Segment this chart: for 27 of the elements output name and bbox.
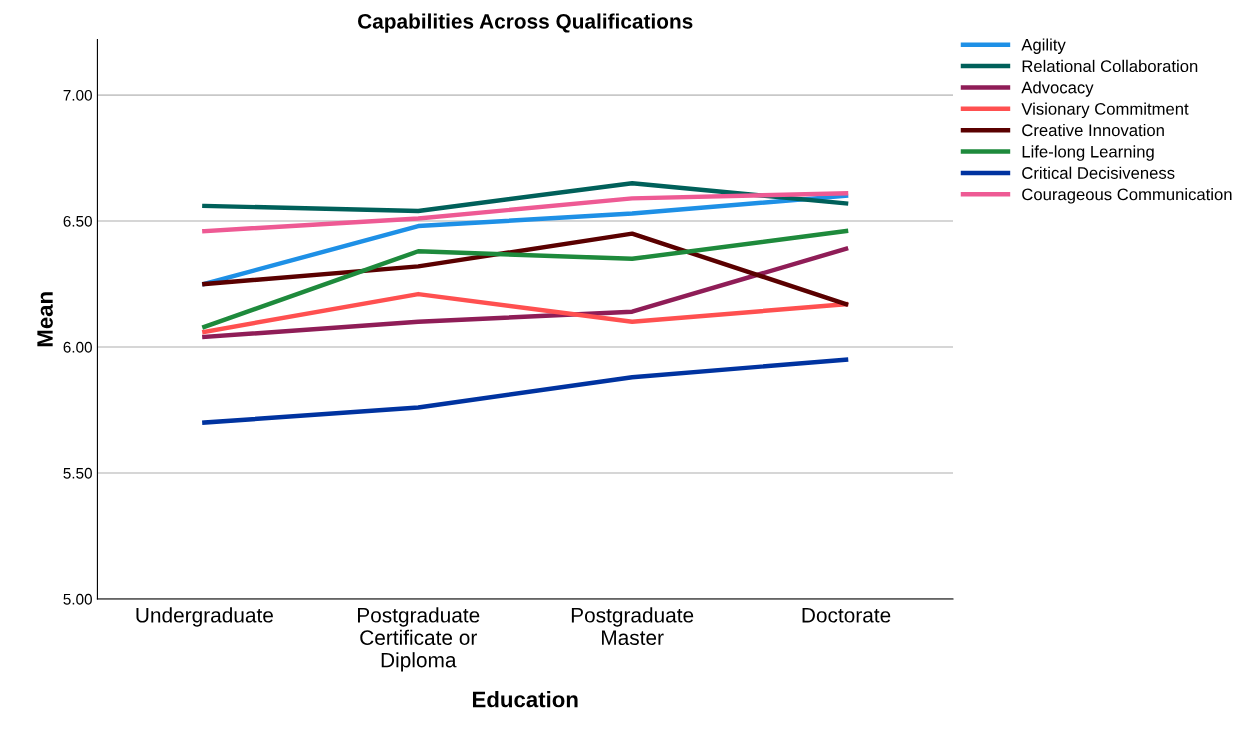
- y-tick-label: 6.50: [63, 215, 92, 227]
- legend-label: Agility: [1021, 38, 1066, 54]
- x-tick-label: Postgraduate Master: [571, 607, 694, 646]
- line-series: [202, 231, 849, 307]
- legend-label: Visionary Commitment: [1021, 102, 1189, 119]
- chart-title: Capabilities Across Qualifications: [358, 13, 693, 33]
- line-series: [202, 193, 849, 287]
- legend-label: Creative Innovation: [1022, 123, 1164, 137]
- x-tick-label: Doctorate: [802, 608, 891, 623]
- legend-label: Courageous Communication: [1022, 188, 1232, 204]
- line-series: [202, 228, 849, 330]
- legend-label: Life-long Learning: [1022, 145, 1154, 161]
- line-series: [202, 357, 849, 425]
- legend-label: Critical Decisiveness: [1022, 166, 1175, 179]
- legend-label: Relational Collaboration: [1022, 59, 1198, 73]
- line-series: [202, 246, 849, 340]
- y-tick-label: 5.50: [63, 467, 92, 479]
- y-tick-label: 5.00: [63, 593, 92, 605]
- line-series: [202, 181, 849, 214]
- legend-label: Advocacy: [1021, 81, 1094, 97]
- x-tick-label: Postgraduate Certificate or Diploma: [358, 607, 480, 672]
- y-tick-label: 6.00: [63, 341, 92, 353]
- line-series: [202, 191, 849, 234]
- x-tick-label: Undergraduate: [136, 607, 273, 627]
- y-axis-title: Mean: [37, 292, 53, 347]
- x-axis-title: Education: [472, 691, 578, 708]
- y-tick-label: 7.00: [63, 89, 92, 101]
